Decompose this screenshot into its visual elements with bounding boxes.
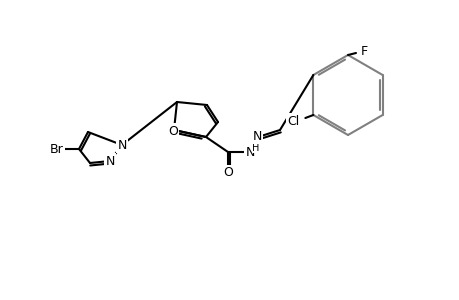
Text: N: N	[245, 146, 254, 158]
Text: O: O	[168, 124, 178, 137]
Text: N: N	[117, 139, 126, 152]
Text: Br: Br	[50, 142, 64, 155]
Text: O: O	[223, 167, 232, 179]
Text: H: H	[252, 143, 259, 153]
Text: F: F	[360, 44, 367, 58]
Text: Cl: Cl	[286, 115, 299, 128]
Text: N: N	[252, 130, 261, 142]
Text: N: N	[105, 154, 114, 167]
